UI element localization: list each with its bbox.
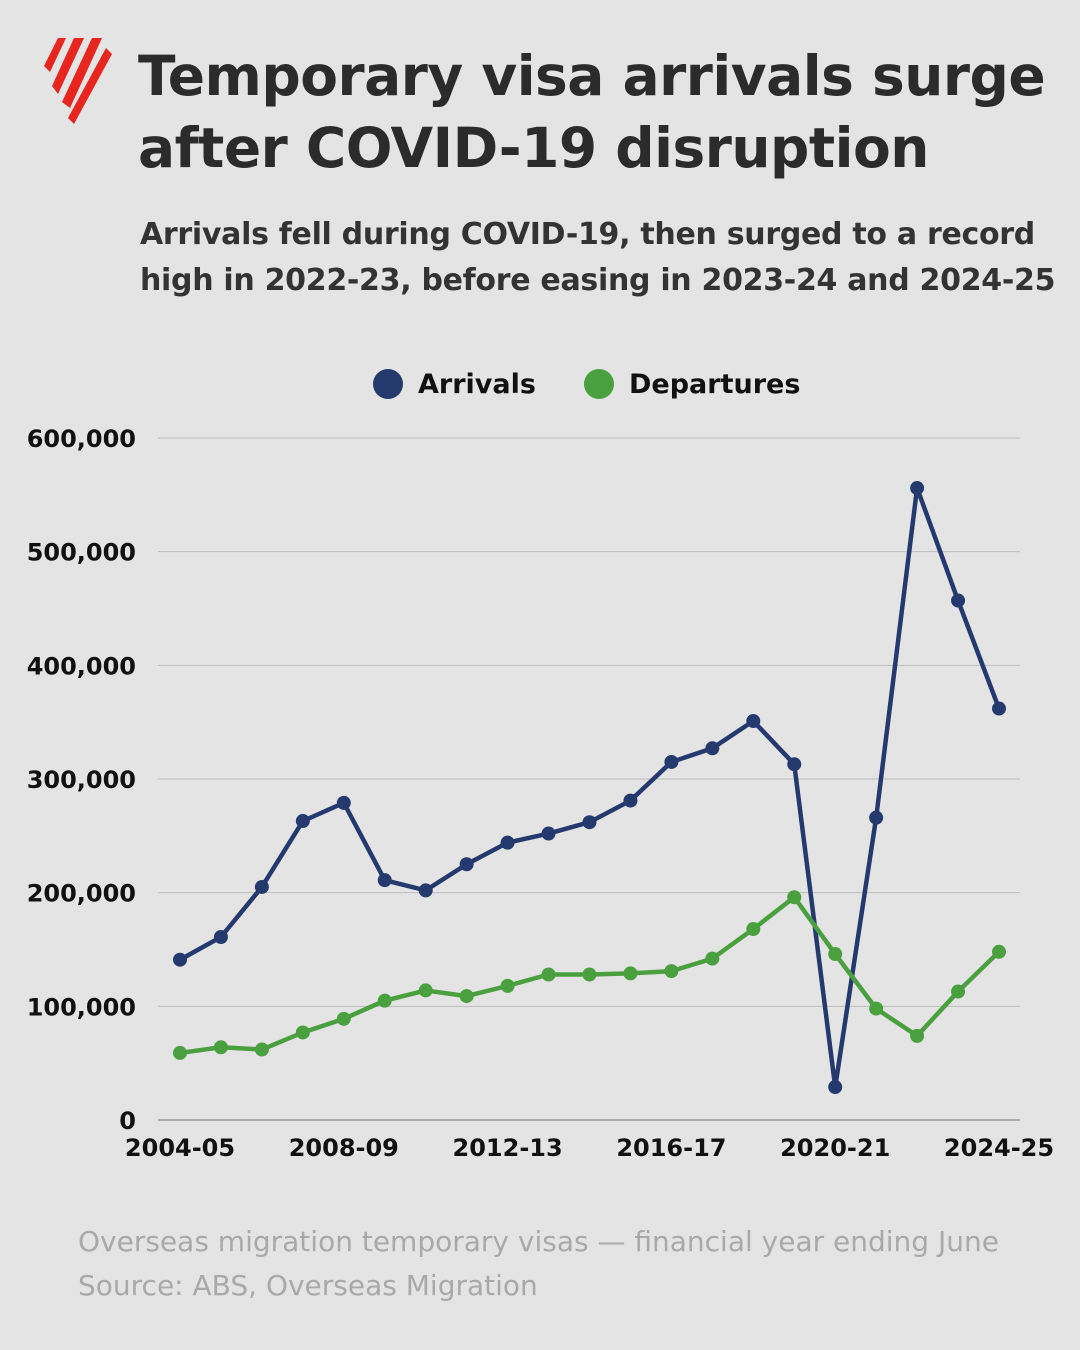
data-point-departures — [787, 890, 802, 905]
y-tick-label: 300,000 — [27, 766, 136, 794]
legend-marker-arrivals — [373, 369, 403, 399]
data-point-arrivals — [828, 1080, 843, 1095]
footer-note: Overseas migration temporary visas — fin… — [78, 1225, 999, 1258]
data-point-departures — [623, 966, 638, 981]
data-point-departures — [377, 993, 392, 1008]
data-point-departures — [746, 922, 761, 937]
data-point-arrivals — [541, 826, 556, 841]
data-point-arrivals — [173, 952, 187, 967]
data-point-arrivals — [582, 815, 597, 830]
footer-source: Source: ABS, Overseas Migration — [78, 1269, 538, 1302]
x-tick-label: 2004-05 — [125, 1134, 235, 1162]
line-chart: 0 100,000 200,000 300,000 400,000 500,000 600,… — [27, 369, 1054, 1162]
x-tick-label: 2020-21 — [780, 1134, 890, 1162]
data-point-arrivals — [705, 741, 720, 756]
x-tick-label: 2024-25 — [944, 1134, 1054, 1162]
data-point-arrivals — [951, 593, 966, 608]
data-point-departures — [295, 1025, 310, 1040]
sbs-logo — [44, 38, 112, 124]
data-point-departures — [910, 1028, 925, 1043]
y-tick-label: 400,000 — [27, 652, 136, 680]
data-point-arrivals — [664, 754, 679, 769]
data-point-departures — [213, 1040, 228, 1055]
legend-marker-departures — [584, 369, 614, 399]
data-point-departures — [828, 947, 843, 962]
data-point-departures — [254, 1042, 269, 1057]
x-tick-label: 2008-09 — [289, 1134, 399, 1162]
chart-subtitle: Arrivals fell during COVID-19, then surg… — [140, 217, 1056, 298]
data-point-arrivals — [623, 793, 638, 808]
data-point-arrivals — [295, 814, 310, 829]
y-tick-label: 200,000 — [27, 880, 136, 908]
y-tick-label: 0 — [119, 1107, 136, 1135]
data-point-departures — [705, 951, 720, 966]
x-tick-label: 2016-17 — [616, 1134, 726, 1162]
data-point-arrivals — [377, 873, 392, 888]
data-point-arrivals — [336, 795, 351, 810]
y-tick-label: 600,000 — [27, 425, 136, 453]
y-tick-label: 500,000 — [27, 539, 136, 567]
data-point-arrivals — [746, 714, 761, 729]
data-point-departures — [664, 964, 679, 979]
data-point-arrivals — [459, 857, 474, 872]
data-point-departures — [173, 1045, 187, 1060]
x-tick-label: 2012-13 — [453, 1134, 563, 1162]
legend-label-arrivals: Arrivals — [418, 369, 536, 400]
data-point-departures — [541, 967, 556, 982]
data-point-departures — [500, 978, 515, 993]
data-point-arrivals — [213, 929, 228, 944]
data-point-departures — [336, 1011, 351, 1026]
data-point-arrivals — [787, 757, 802, 772]
data-point-departures — [992, 944, 1006, 959]
data-point-departures — [459, 989, 474, 1004]
chart-title: Temporary visa arrivals surge after COVI… — [138, 44, 1046, 180]
y-tick-label: 100,000 — [27, 993, 136, 1021]
data-point-arrivals — [500, 835, 515, 850]
data-point-arrivals — [910, 481, 925, 496]
legend-label-departures: Departures — [629, 369, 800, 400]
data-point-departures — [418, 983, 433, 998]
data-point-arrivals — [418, 883, 433, 898]
data-point-departures — [582, 967, 597, 982]
data-point-arrivals — [254, 879, 269, 894]
data-point-departures — [869, 1001, 884, 1016]
data-point-arrivals — [869, 810, 884, 825]
data-point-arrivals — [992, 701, 1006, 716]
data-point-departures — [951, 984, 966, 999]
series-line-arrivals — [178, 485, 1002, 1090]
